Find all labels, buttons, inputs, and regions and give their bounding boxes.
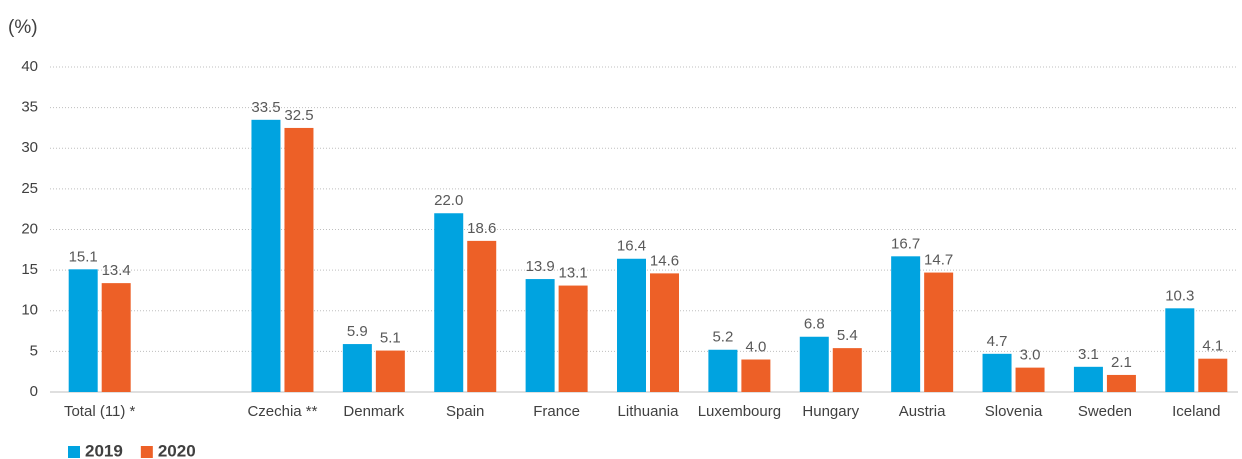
bar bbox=[1015, 367, 1045, 392]
x-tick-label: Spain bbox=[446, 403, 484, 420]
x-tick-label: France bbox=[533, 403, 580, 420]
y-tick-label: 40 bbox=[21, 58, 38, 75]
bar bbox=[284, 127, 314, 392]
value-label: 5.1 bbox=[380, 330, 401, 347]
bar bbox=[251, 119, 281, 392]
value-label: 3.0 bbox=[1020, 347, 1041, 364]
x-tick-label: Slovenia bbox=[985, 403, 1043, 420]
y-tick-label: 35 bbox=[21, 99, 38, 116]
bar bbox=[1073, 366, 1103, 392]
bar bbox=[708, 349, 738, 392]
value-label: 18.6 bbox=[467, 220, 496, 237]
y-tick-label: 0 bbox=[30, 383, 38, 400]
bar bbox=[68, 269, 98, 392]
x-tick-label: Sweden bbox=[1078, 403, 1132, 420]
legend-label: 2020 bbox=[158, 441, 196, 459]
value-label: 5.9 bbox=[347, 323, 368, 340]
bar bbox=[1106, 374, 1136, 392]
value-label: 16.7 bbox=[891, 235, 920, 252]
value-label: 2.1 bbox=[1111, 354, 1132, 371]
y-axis-label: (%) bbox=[8, 17, 38, 38]
bar bbox=[342, 344, 372, 392]
bar bbox=[799, 336, 829, 392]
value-label: 15.1 bbox=[69, 248, 98, 265]
y-tick-label: 20 bbox=[21, 220, 38, 237]
bar bbox=[1165, 308, 1195, 392]
value-label: 16.4 bbox=[617, 238, 646, 255]
bar bbox=[558, 285, 588, 392]
bar bbox=[617, 258, 646, 392]
bar bbox=[891, 256, 921, 392]
bar bbox=[924, 272, 954, 392]
bar bbox=[525, 279, 555, 392]
bar bbox=[982, 353, 1012, 392]
y-tick-label: 25 bbox=[21, 180, 38, 197]
value-label: 6.8 bbox=[804, 316, 825, 333]
bar bbox=[741, 359, 771, 392]
value-label: 4.0 bbox=[745, 338, 766, 355]
bar bbox=[650, 273, 679, 392]
legend-label: 2019 bbox=[85, 441, 123, 459]
bar bbox=[434, 213, 464, 392]
bar bbox=[832, 348, 862, 392]
x-tick-label: Luxembourg bbox=[698, 403, 781, 420]
y-tick-label: 15 bbox=[21, 261, 38, 278]
value-label: 5.2 bbox=[712, 329, 733, 346]
x-tick-label: Denmark bbox=[343, 403, 404, 420]
value-label: 10.3 bbox=[1165, 287, 1194, 304]
value-label: 22.0 bbox=[434, 192, 463, 209]
x-tick-label: Total (11) * bbox=[64, 403, 136, 420]
value-label: 3.1 bbox=[1078, 346, 1099, 363]
legend-swatch bbox=[140, 446, 153, 458]
value-label: 13.1 bbox=[559, 265, 588, 282]
bar bbox=[101, 283, 131, 392]
value-label: 13.4 bbox=[102, 262, 131, 279]
legend-swatch bbox=[68, 446, 80, 458]
y-tick-label: 30 bbox=[21, 139, 38, 156]
value-label: 14.6 bbox=[650, 252, 679, 269]
y-tick-label: 5 bbox=[30, 342, 38, 359]
value-label: 5.4 bbox=[837, 327, 858, 344]
value-label: 32.5 bbox=[284, 107, 313, 124]
x-tick-label: Hungary bbox=[802, 403, 859, 420]
value-label: 13.9 bbox=[526, 258, 555, 275]
x-tick-label: Czechia ** bbox=[247, 403, 317, 420]
value-label: 4.7 bbox=[987, 333, 1008, 350]
value-label: 14.7 bbox=[924, 252, 953, 269]
bar bbox=[1198, 358, 1228, 392]
x-tick-label: Iceland bbox=[1172, 403, 1220, 420]
x-tick-label: Austria bbox=[899, 403, 946, 420]
x-tick-label: Lithuania bbox=[618, 403, 680, 420]
bar bbox=[375, 350, 405, 392]
y-tick-label: 10 bbox=[21, 302, 38, 319]
value-label: 4.1 bbox=[1202, 338, 1223, 355]
bar bbox=[467, 240, 497, 392]
value-label: 33.5 bbox=[251, 99, 280, 116]
